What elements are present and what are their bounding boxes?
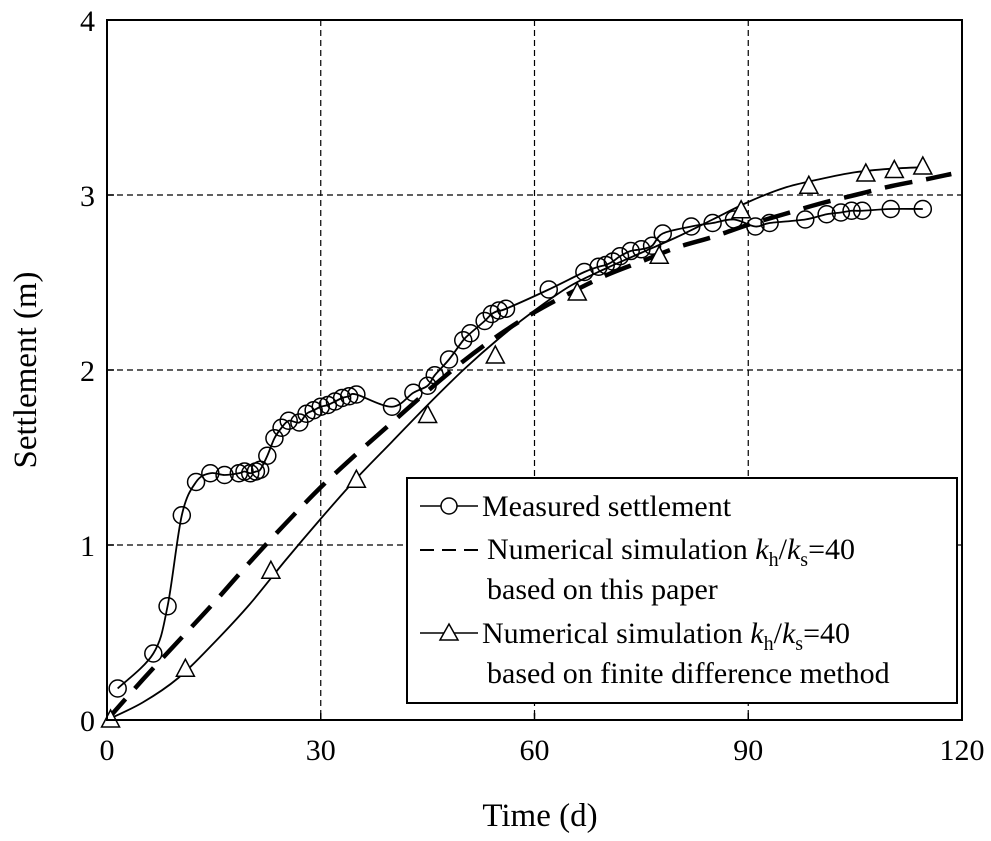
measured-point: [703, 213, 722, 233]
measured-point: [439, 350, 459, 369]
measured-point: [382, 397, 402, 416]
measured-point: [340, 387, 359, 406]
fdm-point: [567, 281, 588, 301]
measured-point: [881, 199, 900, 219]
measured-point: [186, 472, 206, 492]
y-tick-label: 0: [80, 705, 95, 738]
x-tick-label: 0: [100, 734, 115, 767]
fdm-point: [346, 468, 367, 488]
measured-point: [831, 203, 851, 222]
legend-paper-ratio: =40: [808, 533, 855, 566]
measured-point: [461, 324, 480, 343]
fdm-point: [798, 174, 820, 194]
measured-point: [539, 280, 558, 299]
measured-point: [842, 201, 861, 220]
measured-point: [746, 217, 765, 236]
fdm-point: [884, 158, 905, 179]
legend-circle-marker: [440, 497, 458, 515]
legend-box: [406, 477, 958, 704]
fdm-point: [648, 244, 670, 264]
measured-point: [475, 311, 494, 331]
y-tick-label: 4: [80, 5, 95, 38]
measured-point: [332, 388, 352, 408]
fdm-point: [260, 559, 282, 579]
measured-point: [201, 464, 220, 483]
measured-point: [425, 366, 444, 385]
measured-point: [489, 301, 509, 320]
measured-point: [621, 241, 640, 261]
legend-label-fdm-line2: based on finite difference method: [487, 657, 890, 690]
measured-point: [913, 199, 933, 219]
fdm-point: [730, 199, 752, 219]
fdm-point: [912, 155, 934, 175]
legend-fdm-ratio: =40: [803, 617, 850, 650]
measured-point: [682, 217, 701, 236]
measured-point: [632, 240, 651, 259]
legend-fdm-k2: k: [782, 617, 796, 650]
x-tick-label: 120: [940, 734, 985, 767]
legend-fdm-prefix: Numerical simulation: [482, 617, 750, 650]
measured-point: [265, 429, 284, 448]
y-axis-title: Settlement (m): [8, 271, 44, 468]
y-tick-label: 3: [80, 180, 95, 213]
measured-point: [172, 506, 192, 525]
x-tick-label: 60: [520, 734, 550, 767]
fdm-point: [175, 657, 196, 677]
legend-fdm-k1-sub: h: [764, 633, 774, 655]
measured-point: [496, 299, 516, 318]
series-layer: [100, 155, 952, 728]
legend-paper-prefix: Numerical simulation: [487, 533, 755, 566]
legend-label-paper-line2: based on this paper: [487, 573, 718, 606]
x-axis-title: Time (d): [482, 798, 597, 834]
measured-point: [272, 418, 291, 437]
series-line-1: [105, 171, 952, 722]
legend-label-fdm-line1: Numerical simulation kh/ks=40: [482, 617, 850, 655]
measured-point: [108, 679, 127, 698]
measured-point: [454, 331, 473, 350]
measured-point: [347, 385, 366, 404]
measured-point: [258, 446, 277, 465]
measured-point: [796, 210, 815, 229]
legend-paper-k2: k: [787, 533, 801, 566]
axis-ticks: 0 30 60 90 120 0 1 2 3 4: [80, 5, 985, 767]
measured-point: [817, 205, 836, 224]
legend-paper-slash: /: [779, 533, 788, 566]
measured-point: [279, 411, 298, 430]
fdm-point: [485, 344, 506, 364]
legend-fdm-k2-sub: s: [795, 633, 803, 655]
measured-point: [144, 644, 163, 663]
measured-point: [418, 376, 437, 395]
legend-paper-k1: k: [755, 533, 769, 566]
measured-point: [610, 247, 630, 266]
measured-point: [724, 210, 744, 229]
legend-paper-k2-sub: s: [800, 549, 808, 571]
legend-paper-k1-sub: h: [769, 549, 779, 571]
legend-triangle-marker: [438, 622, 460, 641]
legend: Measured settlement Numerical simulation…: [406, 477, 958, 704]
measured-point: [653, 224, 672, 243]
legend-fdm-slash: /: [774, 617, 783, 650]
x-tick-label: 90: [733, 734, 763, 767]
measured-point: [760, 213, 779, 233]
legend-label-measured: Measured settlement: [482, 490, 732, 523]
y-tick-label: 2: [80, 355, 95, 388]
measured-point: [158, 597, 177, 616]
y-tick-label: 1: [80, 530, 95, 563]
measured-point: [642, 236, 662, 255]
measured-point: [215, 465, 234, 485]
fdm-point: [855, 162, 877, 182]
fdm-point: [417, 403, 438, 424]
measured-point: [853, 201, 872, 220]
series-line-2: [106, 166, 927, 721]
legend-label-paper-line1: Numerical simulation kh/ks=40: [487, 533, 855, 571]
legend-fdm-k1: k: [750, 617, 764, 650]
x-tick-label: 30: [306, 734, 336, 767]
